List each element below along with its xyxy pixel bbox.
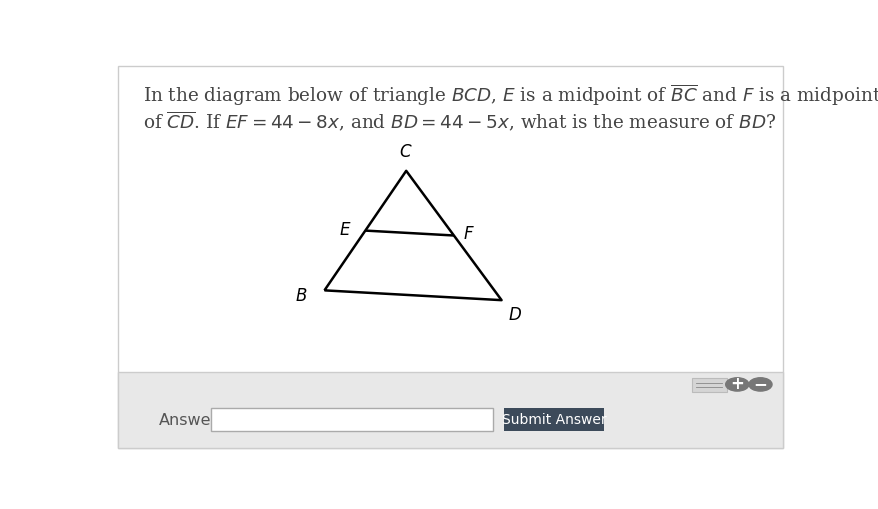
Circle shape xyxy=(725,378,748,391)
Text: Answer:: Answer: xyxy=(159,413,223,429)
Text: Submit Answer: Submit Answer xyxy=(501,413,606,427)
Text: $B$: $B$ xyxy=(295,288,307,305)
FancyBboxPatch shape xyxy=(691,378,726,392)
FancyBboxPatch shape xyxy=(503,408,604,432)
Circle shape xyxy=(748,378,771,391)
Text: $C$: $C$ xyxy=(399,144,413,161)
FancyBboxPatch shape xyxy=(118,66,782,448)
Text: $E$: $E$ xyxy=(339,222,351,239)
Text: $D$: $D$ xyxy=(507,307,522,324)
Text: of $\overline{CD}$. If $EF = 44 - 8x$, and $BD = 44 - 5x$, what is the measure o: of $\overline{CD}$. If $EF = 44 - 8x$, a… xyxy=(142,109,775,133)
Text: +: + xyxy=(730,376,744,393)
Text: $F$: $F$ xyxy=(462,226,474,243)
FancyBboxPatch shape xyxy=(211,408,493,432)
Text: In the diagram below of triangle $BCD$, $E$ is a midpoint of $\overline{BC}$ and: In the diagram below of triangle $BCD$, … xyxy=(142,82,878,108)
FancyBboxPatch shape xyxy=(118,372,782,448)
Text: −: − xyxy=(752,376,766,393)
